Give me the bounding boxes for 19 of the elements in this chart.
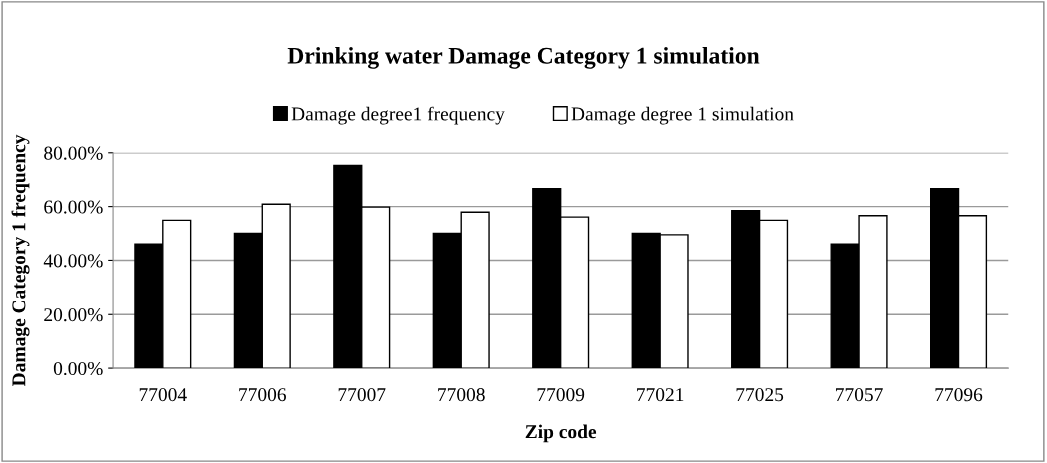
chart-title: Drinking water Damage Category 1 simulation: [287, 47, 760, 69]
x-tick-label: 77004: [139, 388, 187, 402]
x-tick-label: 77025: [736, 388, 784, 402]
y-tick-label: 40.00%: [43, 254, 103, 268]
y-tick-label: 80.00%: [44, 146, 103, 160]
y-axis-title: Damage Category 1 frequency: [11, 134, 30, 387]
x-tick-label: 77096: [935, 388, 983, 402]
x-tick-label: 77057: [836, 388, 883, 402]
legend-label: Damage degree1 frequency: [291, 106, 505, 125]
x-tick-label: 77009: [537, 388, 585, 402]
x-tick-label: 77021: [637, 388, 684, 402]
y-tick-label: 0.00%: [53, 361, 103, 376]
x-axis-title: Zip code: [525, 424, 597, 443]
x-tick-label: 77006: [239, 388, 286, 402]
y-tick-label: 20.00%: [44, 308, 103, 322]
x-tick-label: 77008: [438, 388, 485, 402]
y-tick-label: 60.00%: [44, 200, 103, 214]
legend-label: Damage degree 1 simulation: [571, 106, 794, 125]
x-tick-label: 77007: [338, 388, 386, 402]
